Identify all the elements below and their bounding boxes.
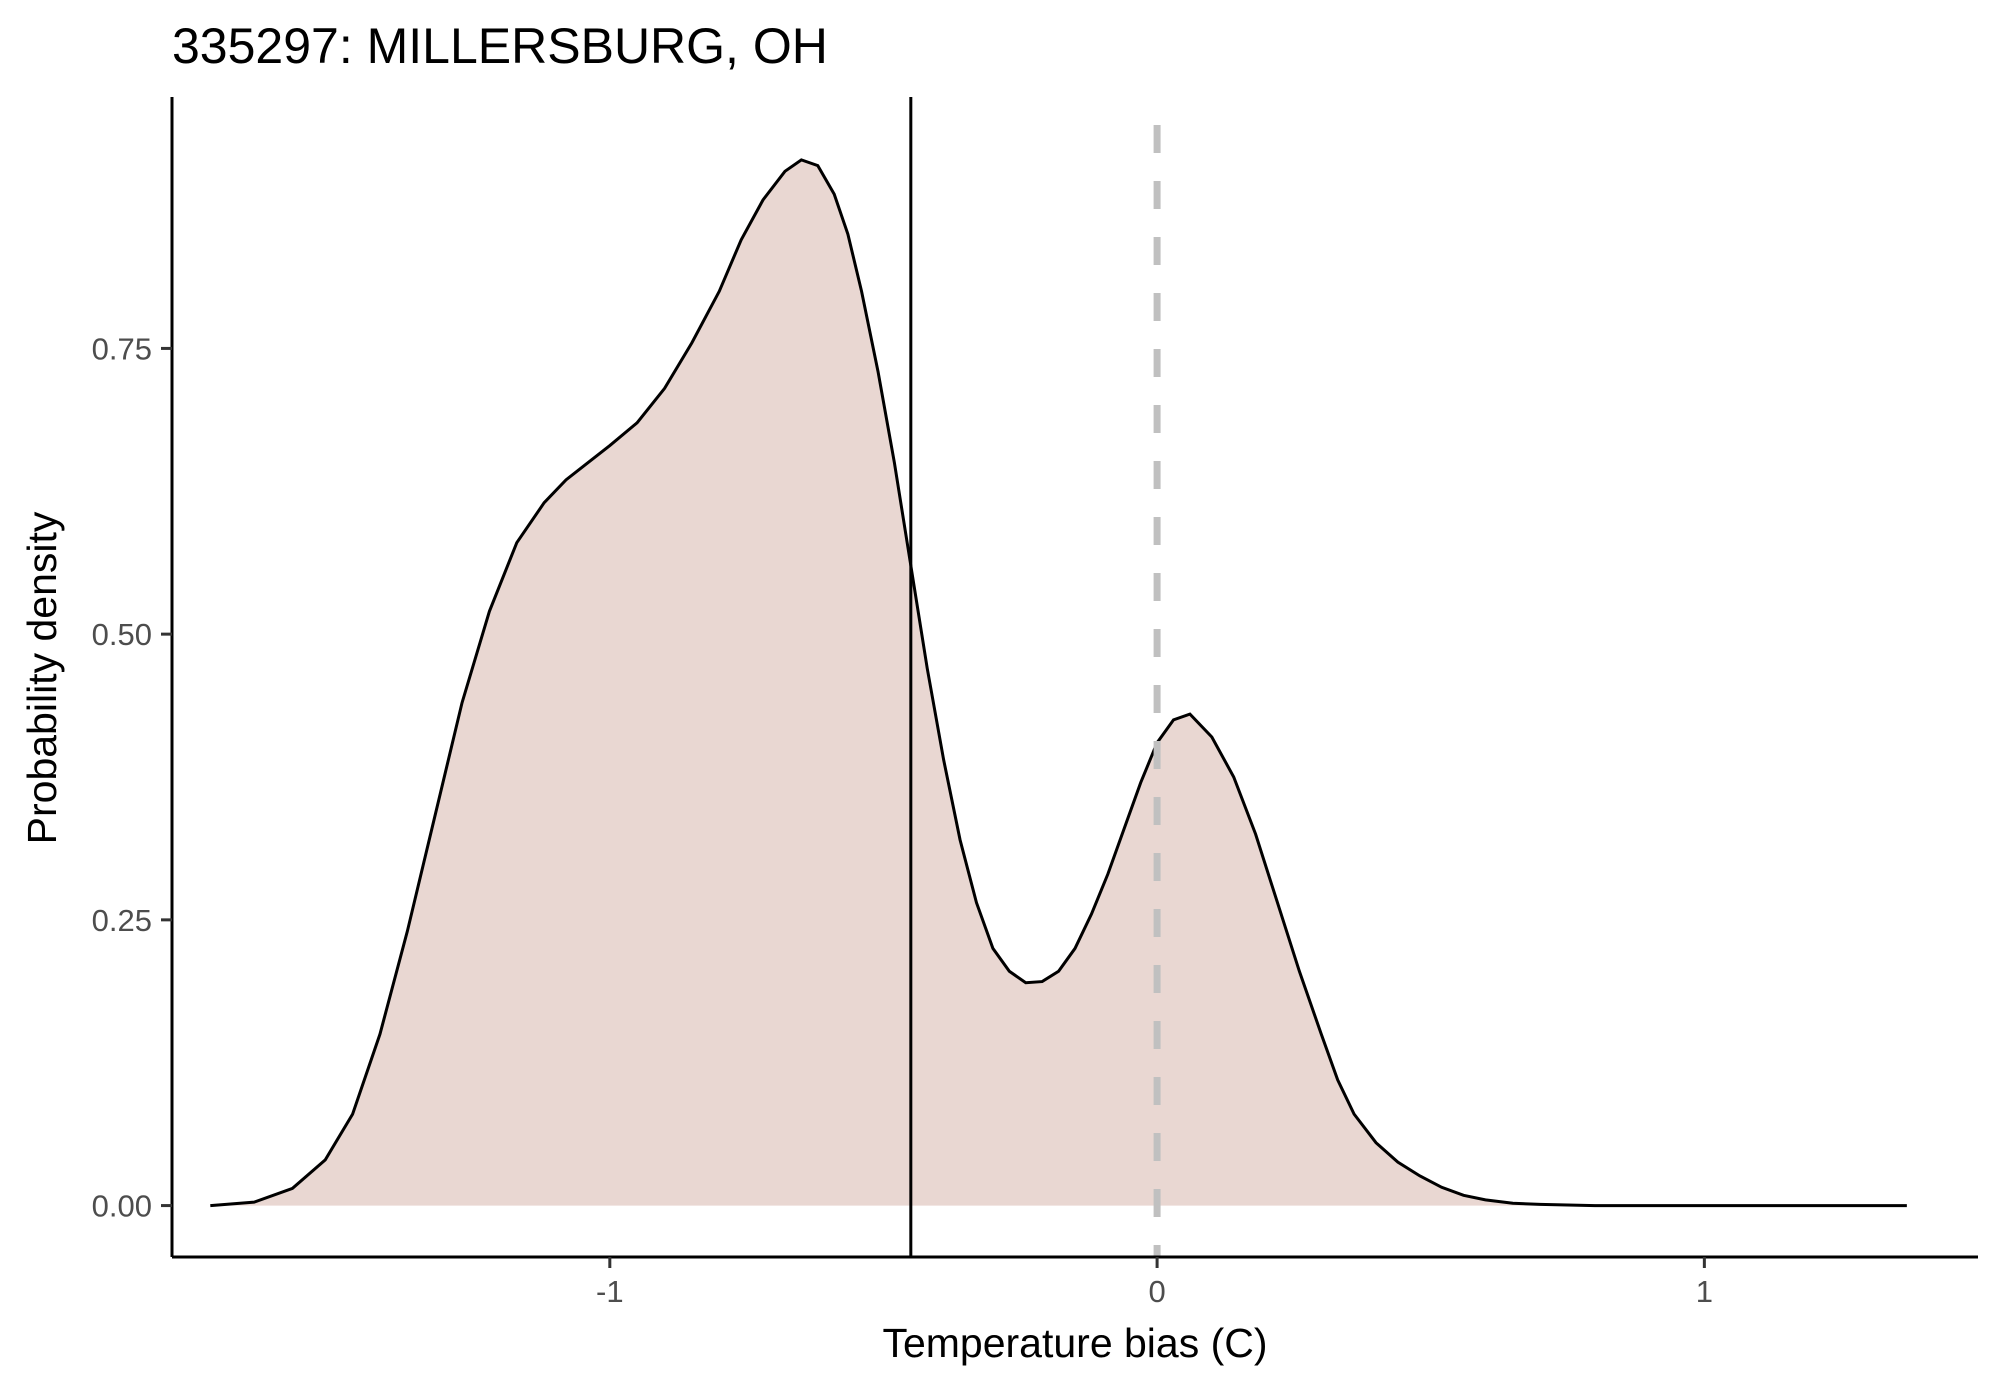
y-tick-label: 0.50 bbox=[92, 617, 152, 652]
y-tick-label: 0.25 bbox=[92, 903, 152, 938]
x-axis-title: Temperature bias (C) bbox=[882, 1320, 1267, 1366]
x-axis-ticks: -1 0 1 bbox=[596, 1257, 1713, 1309]
x-tick-label: 0 bbox=[1148, 1274, 1165, 1309]
chart-title: 335297: MILLERSBURG, OH bbox=[172, 18, 828, 74]
x-tick-label: -1 bbox=[596, 1274, 624, 1309]
y-tick-label: 0.75 bbox=[92, 331, 152, 366]
y-tick-label: 0.00 bbox=[92, 1189, 152, 1224]
x-tick-label: 1 bbox=[1696, 1274, 1713, 1309]
density-line bbox=[210, 158, 1907, 1208]
density-area bbox=[210, 159, 1907, 1206]
plot-area bbox=[210, 97, 1907, 1257]
y-axis-ticks: 0.00 0.25 0.50 0.75 bbox=[92, 331, 172, 1224]
y-axis-title: Probability density bbox=[19, 511, 65, 844]
